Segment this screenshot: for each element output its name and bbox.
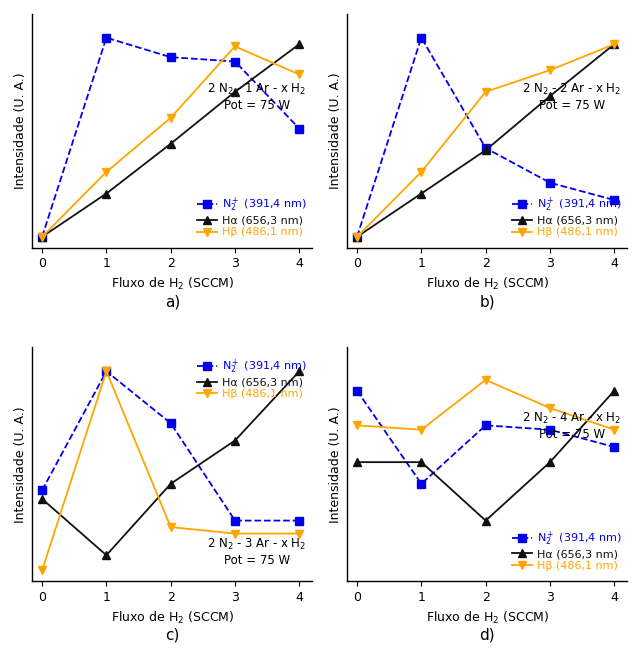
Text: c): c) — [165, 628, 179, 643]
Legend: N$_2^+$ (391,4 nm), Hα (656,3 nm), Hβ (486,1 nm): N$_2^+$ (391,4 nm), Hα (656,3 nm), Hβ (4… — [193, 192, 311, 242]
Text: d): d) — [479, 628, 495, 643]
X-axis label: Fluxo de H$_2$ (SCCM): Fluxo de H$_2$ (SCCM) — [426, 609, 549, 626]
Legend: N$_2^+$ (391,4 nm), Hα (656,3 nm), Hβ (486,1 nm): N$_2^+$ (391,4 nm), Hα (656,3 nm), Hβ (4… — [508, 192, 626, 242]
Text: 2 N$_2$ - 1 Ar - x H$_2$
Pot = 75 W: 2 N$_2$ - 1 Ar - x H$_2$ Pot = 75 W — [207, 82, 306, 112]
Y-axis label: Intensidade (U. A.): Intensidade (U. A.) — [14, 72, 27, 189]
Legend: N$_2^+$ (391,4 nm), Hα (656,3 nm), Hβ (486,1 nm): N$_2^+$ (391,4 nm), Hα (656,3 nm), Hβ (4… — [193, 353, 311, 403]
Text: 2 N$_2$ - 4 Ar - x H$_2$
Pot = 75 W: 2 N$_2$ - 4 Ar - x H$_2$ Pot = 75 W — [522, 411, 622, 441]
Text: 2 N$_2$ - 2 Ar - x H$_2$
Pot = 75 W: 2 N$_2$ - 2 Ar - x H$_2$ Pot = 75 W — [522, 82, 622, 112]
X-axis label: Fluxo de H$_2$ (SCCM): Fluxo de H$_2$ (SCCM) — [110, 276, 234, 292]
Y-axis label: Intensidade (U. A.): Intensidade (U. A.) — [14, 406, 27, 523]
Y-axis label: Intensidade (U. A.): Intensidade (U. A.) — [329, 406, 342, 523]
Y-axis label: Intensidade (U. A.): Intensidade (U. A.) — [329, 72, 342, 189]
X-axis label: Fluxo de H$_2$ (SCCM): Fluxo de H$_2$ (SCCM) — [110, 609, 234, 626]
Text: b): b) — [479, 295, 495, 310]
Text: 2 N$_2$ - 3 Ar - x H$_2$
Pot = 75 W: 2 N$_2$ - 3 Ar - x H$_2$ Pot = 75 W — [207, 537, 306, 567]
Text: a): a) — [165, 295, 180, 310]
X-axis label: Fluxo de H$_2$ (SCCM): Fluxo de H$_2$ (SCCM) — [426, 276, 549, 292]
Legend: N$_2^+$ (391,4 nm), Hα (656,3 nm), Hβ (486,1 nm): N$_2^+$ (391,4 nm), Hα (656,3 nm), Hβ (4… — [508, 525, 626, 575]
